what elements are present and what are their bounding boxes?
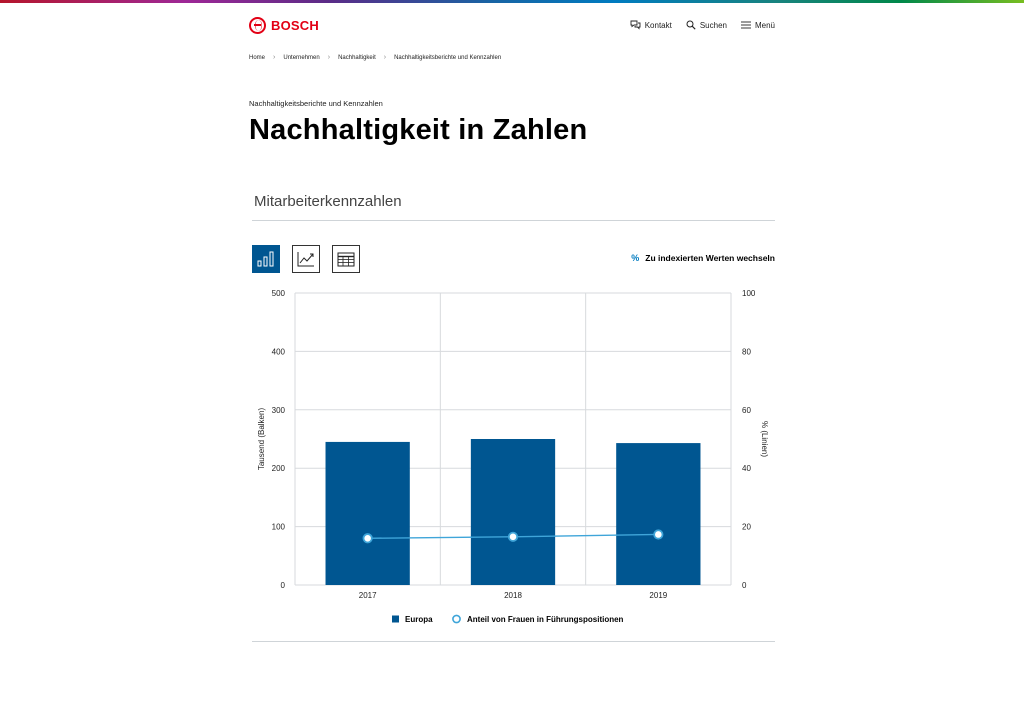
- section-divider: [252, 220, 775, 221]
- y-tick-label: 0: [281, 581, 286, 590]
- y-right-tick-label: 20: [742, 523, 751, 532]
- hamburger-icon: [740, 21, 751, 29]
- breadcrumb-chevron-icon: ›: [327, 54, 331, 61]
- y-tick-label: 500: [272, 289, 286, 298]
- bosch-logo[interactable]: BOSCH: [249, 16, 319, 34]
- breadcrumb-unternehmen[interactable]: Unternehmen: [283, 54, 320, 61]
- legend-label-frauen: Anteil von Frauen in Führungspositionen: [467, 615, 624, 624]
- breadcrumb-current: Nachhaltigkeitsberichte und Kennzahlen: [394, 54, 502, 61]
- bar-chart-icon: [257, 251, 274, 267]
- header-nav: Kontakt Suchen Menü: [630, 20, 775, 30]
- breadcrumb: Home › Unternehmen › Nachhaltigkeit › Na…: [249, 54, 501, 61]
- y-tick-label: 200: [272, 464, 286, 473]
- y-right-axis-title: % (Linien): [760, 421, 769, 457]
- line-chart-icon: [297, 252, 314, 267]
- menu-button[interactable]: Menü: [740, 20, 775, 30]
- bosch-armature-icon: [249, 16, 266, 34]
- x-tick-label: 2017: [359, 591, 377, 600]
- page-title: Nachhaltigkeit in Zahlen: [249, 114, 588, 146]
- brand-name: BOSCH: [271, 17, 319, 33]
- y-right-tick-label: 60: [742, 406, 751, 415]
- bottom-divider: [252, 641, 775, 642]
- page-overline: Nachhaltigkeitsberichte und Kennzahlen: [249, 99, 383, 108]
- y-right-tick-label: 0: [742, 581, 747, 590]
- contact-link[interactable]: Kontakt: [630, 20, 672, 30]
- y-tick-label: 300: [272, 406, 286, 415]
- bar-europa: [325, 441, 410, 585]
- search-icon: [686, 20, 696, 30]
- y-right-tick-label: 100: [742, 289, 756, 298]
- x-tick-label: 2018: [504, 591, 522, 600]
- y-tick-label: 400: [272, 347, 286, 356]
- site-header: BOSCH Kontakt Suchen Menü: [249, 14, 775, 36]
- bar-europa: [616, 443, 701, 585]
- point-frauen-fuehrung: [507, 531, 519, 542]
- legend-swatch-europa: [392, 615, 399, 623]
- brand-color-bar: [0, 0, 1024, 3]
- y-right-tick-label: 40: [742, 464, 751, 473]
- indexed-values-label: Zu indexierten Werten wechseln: [645, 253, 775, 263]
- search-link[interactable]: Suchen: [686, 20, 727, 30]
- table-icon: [337, 252, 355, 266]
- chat-bubbles-icon: [630, 20, 641, 30]
- percent-icon: %: [631, 253, 640, 263]
- indexed-values-toggle[interactable]: % Zu indexierten Werten wechseln: [631, 253, 775, 263]
- bar-europa: [470, 439, 556, 585]
- breadcrumb-chevron-icon: ›: [273, 54, 276, 61]
- legend-label-europa: Europa: [405, 615, 433, 624]
- breadcrumb-nachhaltigkeit[interactable]: Nachhaltigkeit: [338, 54, 376, 61]
- legend-swatch-frauen: [452, 614, 461, 624]
- section-title: Mitarbeiterkennzahlen: [254, 193, 402, 210]
- line-chart-view-button[interactable]: [292, 245, 320, 273]
- point-frauen-fuehrung: [653, 529, 664, 540]
- breadcrumb-chevron-icon: ›: [383, 54, 387, 61]
- y-right-tick-label: 80: [742, 347, 751, 356]
- menu-label: Menü: [754, 20, 775, 30]
- y-axis-title: Tausend (Balken): [257, 408, 266, 471]
- table-view-button[interactable]: [332, 245, 360, 273]
- y-tick-label: 100: [272, 523, 286, 532]
- search-label: Suchen: [699, 20, 727, 30]
- x-tick-label: 2019: [649, 591, 667, 600]
- bar-chart-view-button[interactable]: [252, 245, 280, 273]
- contact-label: Kontakt: [644, 20, 672, 30]
- breadcrumb-home[interactable]: Home: [249, 54, 266, 61]
- point-frauen-fuehrung: [362, 533, 373, 544]
